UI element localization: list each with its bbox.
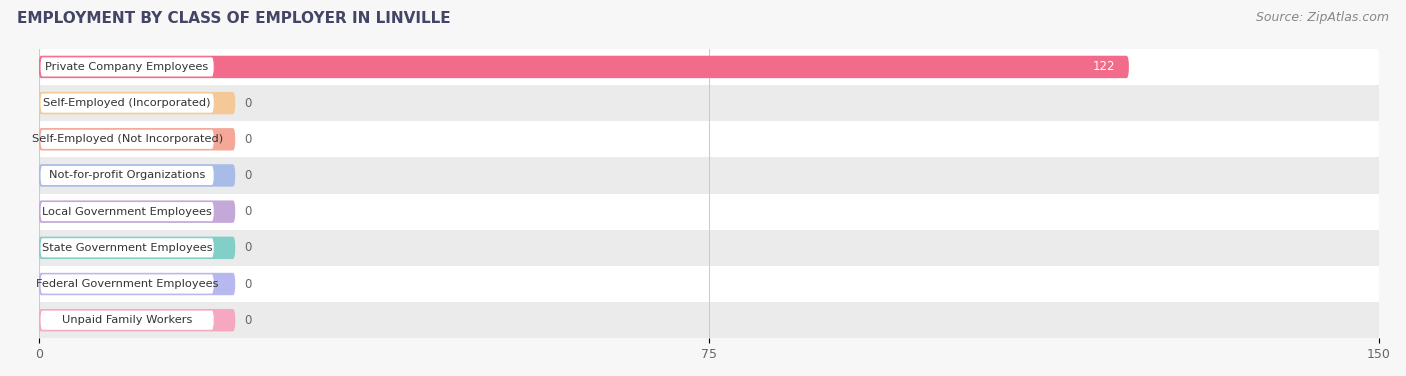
FancyBboxPatch shape (38, 128, 235, 150)
Text: 0: 0 (245, 314, 252, 327)
FancyBboxPatch shape (38, 56, 1129, 78)
FancyBboxPatch shape (39, 129, 214, 149)
Bar (38, 121, 1379, 158)
Text: State Government Employees: State Government Employees (42, 243, 212, 253)
FancyBboxPatch shape (38, 309, 235, 331)
FancyBboxPatch shape (39, 57, 214, 77)
Text: 0: 0 (245, 133, 252, 146)
Bar (38, 85, 1379, 121)
FancyBboxPatch shape (38, 164, 235, 187)
Text: 0: 0 (245, 97, 252, 110)
FancyBboxPatch shape (39, 202, 214, 222)
Text: Source: ZipAtlas.com: Source: ZipAtlas.com (1256, 11, 1389, 24)
FancyBboxPatch shape (39, 310, 214, 331)
FancyBboxPatch shape (39, 165, 214, 186)
Text: 0: 0 (245, 169, 252, 182)
Bar (38, 230, 1379, 266)
Bar (38, 194, 1379, 230)
Text: Local Government Employees: Local Government Employees (42, 207, 212, 217)
FancyBboxPatch shape (39, 93, 214, 113)
FancyBboxPatch shape (38, 92, 235, 114)
FancyBboxPatch shape (38, 200, 235, 223)
Text: Private Company Employees: Private Company Employees (45, 62, 208, 72)
Text: 122: 122 (1092, 61, 1115, 73)
Bar (38, 266, 1379, 302)
Text: Federal Government Employees: Federal Government Employees (37, 279, 218, 289)
Text: Self-Employed (Incorporated): Self-Employed (Incorporated) (44, 98, 211, 108)
FancyBboxPatch shape (39, 274, 214, 294)
Text: Self-Employed (Not Incorporated): Self-Employed (Not Incorporated) (31, 134, 222, 144)
Text: 0: 0 (245, 277, 252, 291)
Text: Unpaid Family Workers: Unpaid Family Workers (62, 315, 193, 325)
Text: 0: 0 (245, 205, 252, 218)
FancyBboxPatch shape (38, 237, 235, 259)
Bar (38, 49, 1379, 85)
FancyBboxPatch shape (38, 273, 235, 295)
Text: 0: 0 (245, 241, 252, 254)
Bar (38, 158, 1379, 194)
Bar (38, 302, 1379, 338)
FancyBboxPatch shape (39, 238, 214, 258)
Text: Not-for-profit Organizations: Not-for-profit Organizations (49, 170, 205, 180)
Text: EMPLOYMENT BY CLASS OF EMPLOYER IN LINVILLE: EMPLOYMENT BY CLASS OF EMPLOYER IN LINVI… (17, 11, 450, 26)
